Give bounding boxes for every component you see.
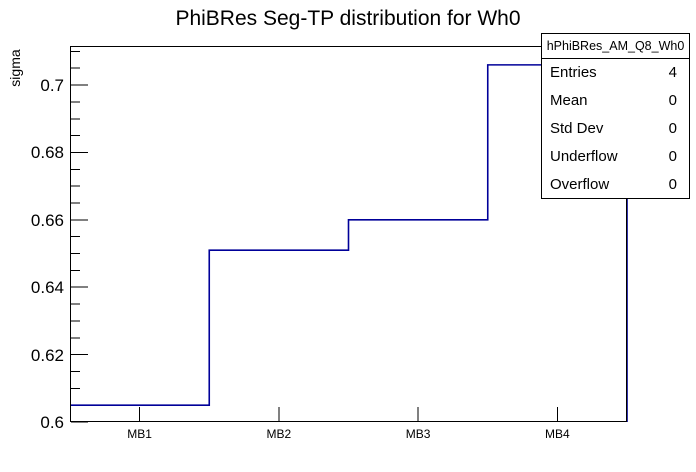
- stats-row-label: Underflow: [550, 147, 618, 165]
- stats-row: Std Dev 0: [542, 115, 689, 143]
- y-tick-label: 0.66: [30, 210, 64, 230]
- x-tick-label: MB4: [545, 427, 570, 441]
- stats-row-value: 0: [668, 175, 677, 193]
- stats-row-label: Mean: [550, 92, 588, 110]
- y-tick-label: 0.7: [40, 76, 64, 96]
- stats-row: Mean 0: [542, 87, 689, 115]
- stats-rows: Entries 4 Mean 0 Std Dev 0 Underflow 0 Overflow 0: [542, 59, 689, 198]
- x-tick-label: MB3: [405, 427, 431, 441]
- y-tick-label: 0.64: [30, 278, 64, 298]
- stats-row: Entries 4: [542, 59, 689, 87]
- x-tick-label: MB2: [266, 427, 292, 441]
- stats-row-value: 0: [668, 147, 677, 165]
- y-tick-label: 0.68: [30, 143, 64, 163]
- chart-title: PhiBRes Seg-TP distribution for Wh0: [175, 7, 521, 30]
- y-tick-label: 0.62: [30, 345, 64, 365]
- x-tick-label: MB1: [127, 427, 152, 441]
- stats-row-label: Overflow: [550, 175, 610, 193]
- stats-row-value: 0: [668, 119, 677, 137]
- stats-row-label: Entries: [550, 64, 597, 82]
- y-tick-label: 0.6: [40, 413, 64, 432]
- stats-row-value: 0: [668, 92, 677, 110]
- stats-row-value: 4: [668, 64, 677, 82]
- stats-row-label: Std Dev: [550, 119, 604, 137]
- plot-frame: [70, 46, 627, 422]
- stats-row: Underflow 0: [542, 142, 689, 170]
- stats-box: hPhiBRes_AM_Q8_Wh0 Entries 4 Mean 0 Std Dev 0…: [541, 33, 690, 199]
- stats-box-title: hPhiBRes_AM_Q8_Wh0: [542, 34, 689, 59]
- stats-row: Overflow 0: [542, 170, 689, 198]
